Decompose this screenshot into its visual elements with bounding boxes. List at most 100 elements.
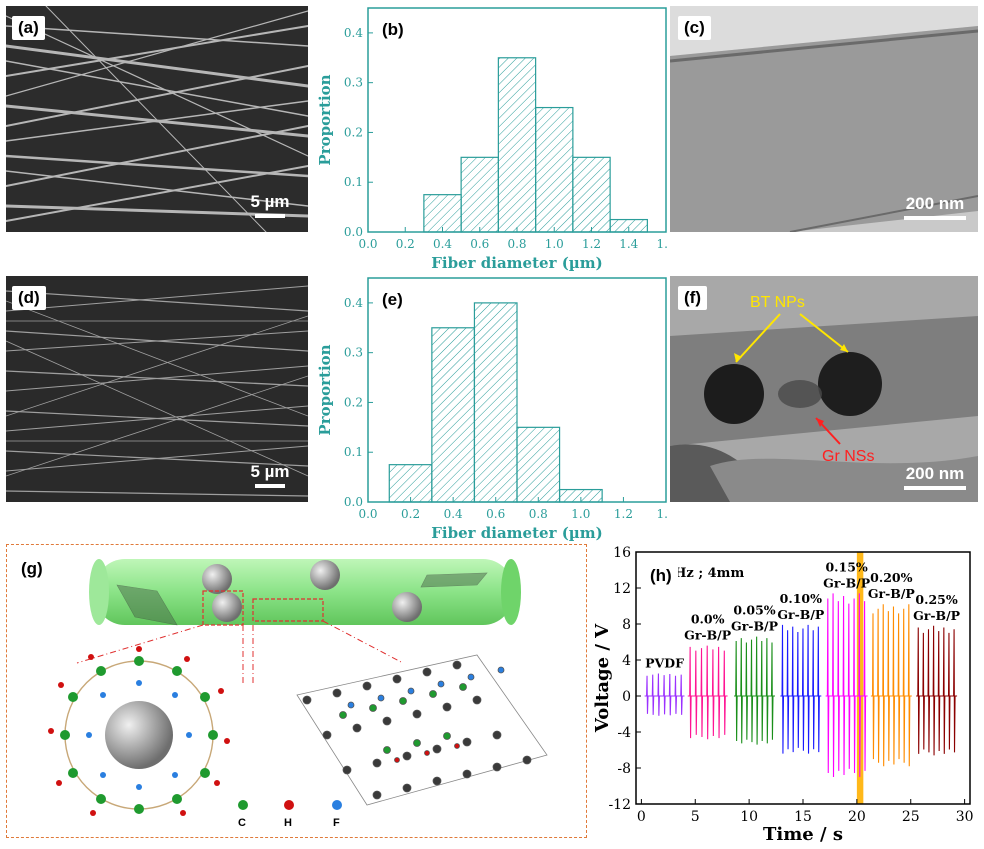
y-tick-label: 0.4 (344, 26, 363, 40)
histogram-bar (423, 194, 462, 233)
voltage-plot-h: PVDF 0.0% Gr-B/P 0.05% Gr-B/P 0.10% Gr-B/P 0.15… (592, 542, 978, 846)
histogram-bar (535, 106, 574, 233)
graphene-sheet-small (116, 572, 488, 626)
chart-b-svg: 0.0 0.2 0.4 0.6 0.8 1.0 1.2 1.4 1.6 0.0 0.1 0.2 0.3 0… (316, 7, 668, 272)
x-tick-label: 0.6 (486, 507, 505, 521)
y-tick-label: 0.1 (344, 445, 363, 459)
legend-hydrogen-label: H (284, 817, 292, 829)
y-tick-label: 0.3 (344, 76, 363, 90)
y-tick-label: 0.1 (344, 175, 363, 189)
voltage-trace (780, 624, 822, 754)
series-label: Gr-B/P (684, 628, 732, 643)
x-tick-label: 15 (794, 809, 812, 825)
series-label: Gr-B/P (913, 608, 961, 623)
histogram-b: 0.0 0.2 0.4 0.6 0.8 1.0 1.2 1.4 1.6 0.0 0.1 0.2 0.3 0… (316, 4, 668, 274)
x-tick-label: 0.0 (358, 237, 377, 251)
histogram-bar (388, 464, 433, 503)
legend-fluorine-label: F (333, 817, 340, 829)
series-label: 0.05% (733, 603, 775, 618)
highlight-band (856, 552, 864, 804)
chart-e-svg: 0.0 0.2 0.4 0.6 0.8 1.0 1.2 1.4 0.0 0.1 0.2 0.3 0.4 F… (316, 277, 668, 542)
panel-label-d: (d) (12, 286, 46, 310)
annotation-gr-nss: Gr NSs (822, 448, 875, 465)
x-tick-label: 1.4 (656, 507, 668, 521)
x-tick-label: 0.2 (401, 507, 420, 521)
legend-carbon-icon (238, 800, 248, 810)
y-axis-label: Proportion (316, 74, 334, 165)
x-tick-label: 1.6 (656, 237, 668, 251)
tem-image-f: (f) BT NPs Gr NSs 200 nm (670, 276, 978, 502)
panel-label-b: (b) (376, 18, 410, 42)
graphene-lattice (296, 654, 548, 806)
x-tick-label: 20 (848, 809, 866, 825)
sem-fibers-d (6, 276, 308, 502)
y-tick-label: 8 (622, 617, 631, 633)
annotation-bt-nps: BT NPs (750, 294, 805, 311)
x-tick-label: 1.0 (545, 237, 564, 251)
schematic-g: (g) C H F (6, 544, 587, 838)
series-label: 0.0% (691, 612, 725, 627)
x-tick-label: 0.8 (507, 237, 526, 251)
x-tick-label: 0 (637, 809, 646, 825)
y-tick-label: 12 (613, 581, 631, 597)
bt-nanoparticle-right (818, 352, 882, 416)
x-tick-label: 5 (691, 809, 700, 825)
y-tick-label: 0.3 (344, 346, 363, 360)
histogram-bar (516, 426, 561, 503)
histogram-e: 0.0 0.2 0.4 0.6 0.8 1.0 1.2 1.4 0.0 0.1 0.2 0.3 0.4 F… (316, 274, 668, 546)
series-label: 0.10% (780, 591, 822, 606)
x-tick-label: 0.0 (358, 507, 377, 521)
scale-bar-c: 200 nm (896, 194, 974, 220)
x-axis-label: Time / s (763, 824, 843, 845)
panel-label-g: (g) (15, 557, 49, 581)
series-label: Gr-B/P (823, 575, 871, 590)
x-tick-label: 0.2 (396, 237, 415, 251)
panel-label-c: (c) (678, 16, 711, 40)
schematic-g-svg (48, 559, 548, 816)
voltage-trace (916, 625, 958, 756)
scale-bar-d: 5 µm (238, 462, 302, 488)
bt-nanoparticle-left (704, 364, 764, 424)
panel-label-h: (h) (644, 564, 678, 588)
series-label: PVDF (645, 656, 684, 671)
series-label: Gr-B/P (731, 619, 779, 634)
y-tick-label: -12 (608, 797, 631, 813)
series-label: 0.25% (915, 592, 957, 607)
pvdf-ring-molecule (48, 646, 230, 816)
bt-sphere (202, 564, 232, 594)
y-tick-label: 0.0 (344, 495, 363, 509)
x-axis-label: Fiber diameter (µm) (431, 254, 602, 272)
tem-composite-f (670, 276, 978, 502)
histogram-bar (460, 156, 499, 233)
scale-bar-a: 5 µm (238, 192, 302, 218)
y-tick-label: 0 (622, 689, 631, 705)
x-axis-label: Fiber diameter (µm) (431, 524, 602, 542)
x-tick-label: 25 (902, 809, 920, 825)
series-label: Gr-B/P (777, 607, 825, 622)
y-axis-label: Voltage / V (592, 623, 613, 733)
x-tick-label: 10 (740, 809, 758, 825)
tem-fiber-c (670, 6, 978, 232)
scale-bar-f: 200 nm (896, 464, 974, 490)
bt-sphere (212, 592, 242, 622)
y-tick-label: 0.2 (344, 125, 363, 139)
panel-label-a: (a) (12, 16, 45, 40)
x-tick-label: 1.2 (582, 237, 601, 251)
x-tick-label: 0.4 (444, 507, 463, 521)
y-tick-label: 0.0 (344, 225, 363, 239)
x-tick-label: 1.0 (571, 507, 590, 521)
y-tick-label: -4 (617, 725, 631, 741)
histogram-bar (473, 302, 518, 503)
y-tick-label: 0.2 (344, 395, 363, 409)
histogram-bar (431, 327, 476, 503)
y-axis-label: Proportion (316, 344, 334, 435)
series-label: 0.20% (870, 570, 912, 585)
x-tick-label: 30 (956, 809, 974, 825)
voltage-trace (825, 593, 868, 778)
y-tick-label: 16 (613, 545, 631, 561)
scale-label-d: 5 µm (250, 462, 290, 481)
graphene-nanosheet (778, 380, 822, 408)
voltage-trace (687, 645, 728, 740)
bt-sphere (310, 560, 340, 590)
x-tick-label: 0.6 (470, 237, 489, 251)
